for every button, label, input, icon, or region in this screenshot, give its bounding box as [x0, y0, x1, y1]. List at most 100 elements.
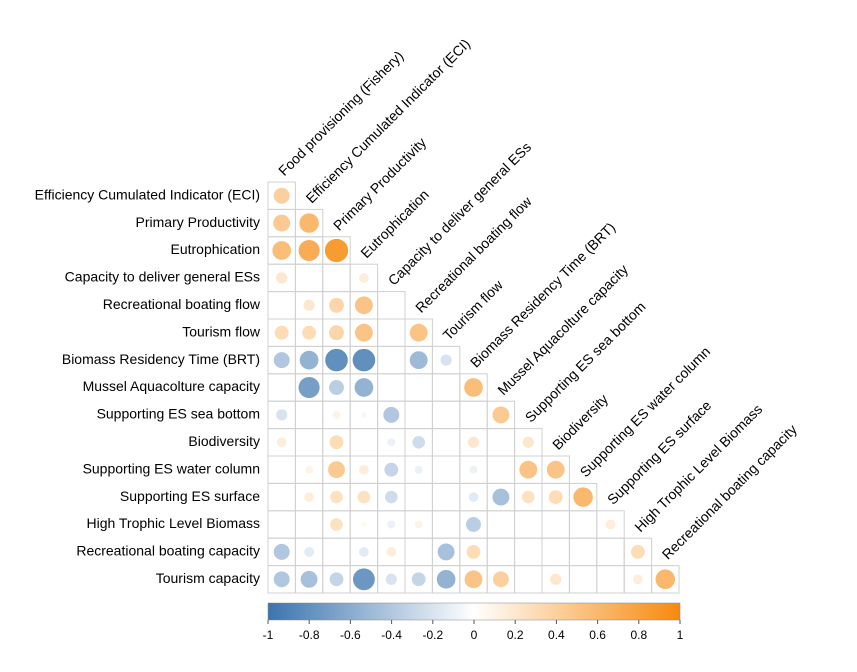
corr-circle [324, 238, 349, 263]
cell [404, 482, 433, 512]
corr-circle [352, 348, 376, 372]
column-label: Supporting ES surface [604, 397, 715, 508]
corr-circle [304, 547, 314, 557]
row-label: High Trophic Level Biomass [86, 515, 260, 531]
corr-circle [521, 490, 535, 504]
cell [568, 537, 598, 567]
corr-circle [329, 435, 344, 450]
corr-circle [464, 570, 483, 589]
cell [377, 291, 406, 320]
cell [294, 510, 324, 539]
cell [294, 428, 324, 457]
cell [404, 537, 433, 567]
row-label: Recreational boating flow [103, 296, 261, 312]
cell [267, 291, 296, 320]
cell [431, 455, 461, 484]
corr-circle [276, 437, 287, 448]
colorbar-tick-label: 0.8 [630, 628, 647, 642]
cell [514, 510, 543, 539]
corr-circle [359, 464, 369, 475]
corr-circle [276, 272, 288, 284]
row-label: Efficiency Cumulated Indicator (ECI) [35, 186, 260, 202]
cell [486, 455, 516, 484]
corr-circle [411, 572, 426, 587]
corr-circle [522, 436, 534, 448]
cell [377, 318, 406, 347]
row-label: Supporting ES sea bottom [97, 406, 260, 422]
corr-circle [299, 350, 319, 370]
cell [431, 482, 461, 512]
cell [568, 565, 598, 594]
corr-circle [573, 487, 593, 507]
corr-circle [519, 460, 538, 479]
corr-circle [412, 435, 426, 449]
corr-circle [272, 241, 292, 260]
row-label: Recreational boating capacity [76, 543, 260, 559]
colorbar-tick-label: 0 [471, 628, 478, 642]
corr-circle [414, 520, 423, 529]
colorbar-tick-label: 0.6 [589, 628, 606, 642]
corr-circle [330, 490, 343, 504]
corr-circle [300, 570, 318, 588]
cell [377, 373, 406, 402]
corr-circle [273, 571, 290, 588]
corr-circle [273, 352, 290, 369]
cell [596, 537, 625, 567]
corr-circle [548, 490, 563, 505]
corr-circle [386, 547, 397, 557]
cell [294, 400, 324, 430]
corr-circle [436, 569, 456, 589]
corr-circle [361, 521, 367, 528]
corr-circle [329, 297, 344, 313]
corr-circle [302, 325, 317, 340]
corr-circle [332, 410, 341, 419]
cell [568, 510, 598, 539]
corr-circle [630, 544, 645, 559]
corr-circle [276, 409, 288, 421]
corr-circle [361, 412, 367, 418]
corr-circle [492, 488, 510, 506]
cell [267, 373, 296, 402]
cell [431, 373, 461, 402]
cell [377, 345, 406, 375]
corr-circle [409, 323, 428, 342]
corr-circle [298, 239, 320, 262]
cell [267, 510, 296, 539]
colorbar-tick-label: 1 [677, 628, 684, 642]
corr-circle [304, 492, 314, 502]
cell [486, 428, 516, 457]
colorbar-tick-label: 0.4 [548, 628, 565, 642]
corr-circle [383, 406, 400, 423]
corr-circle [492, 406, 510, 424]
corr-circle [384, 490, 398, 504]
corr-circle [299, 213, 319, 233]
row-label: Eutrophication [170, 241, 260, 257]
corr-circle [359, 547, 369, 557]
corr-circle [655, 569, 676, 590]
corr-circle [469, 465, 478, 474]
corr-circle [325, 348, 348, 372]
corr-circle [550, 573, 562, 585]
corr-circle [385, 573, 397, 585]
corr-circle [354, 378, 374, 397]
corr-circle [466, 517, 481, 532]
row-label: Supporting ES water column [83, 460, 260, 476]
colorbar-tick-label: -0.8 [299, 628, 320, 642]
cell [404, 373, 433, 402]
corr-circle [384, 462, 399, 477]
cell [541, 510, 570, 539]
cell [267, 482, 296, 512]
row-label: Primary Productivity [136, 214, 260, 230]
cell [486, 537, 516, 567]
row-label: Biodiversity [188, 433, 260, 449]
cell [404, 400, 433, 430]
row-label: Tourism flow [182, 323, 261, 339]
colorbar-tick-label: -0.4 [381, 628, 402, 642]
corr-circle [605, 519, 616, 530]
corr-circle [437, 543, 455, 561]
row-label: Mussel Aquacolture capacity [83, 378, 260, 394]
cell [651, 565, 680, 594]
cell [541, 537, 570, 567]
column-label: Primary Productivity [330, 134, 429, 233]
